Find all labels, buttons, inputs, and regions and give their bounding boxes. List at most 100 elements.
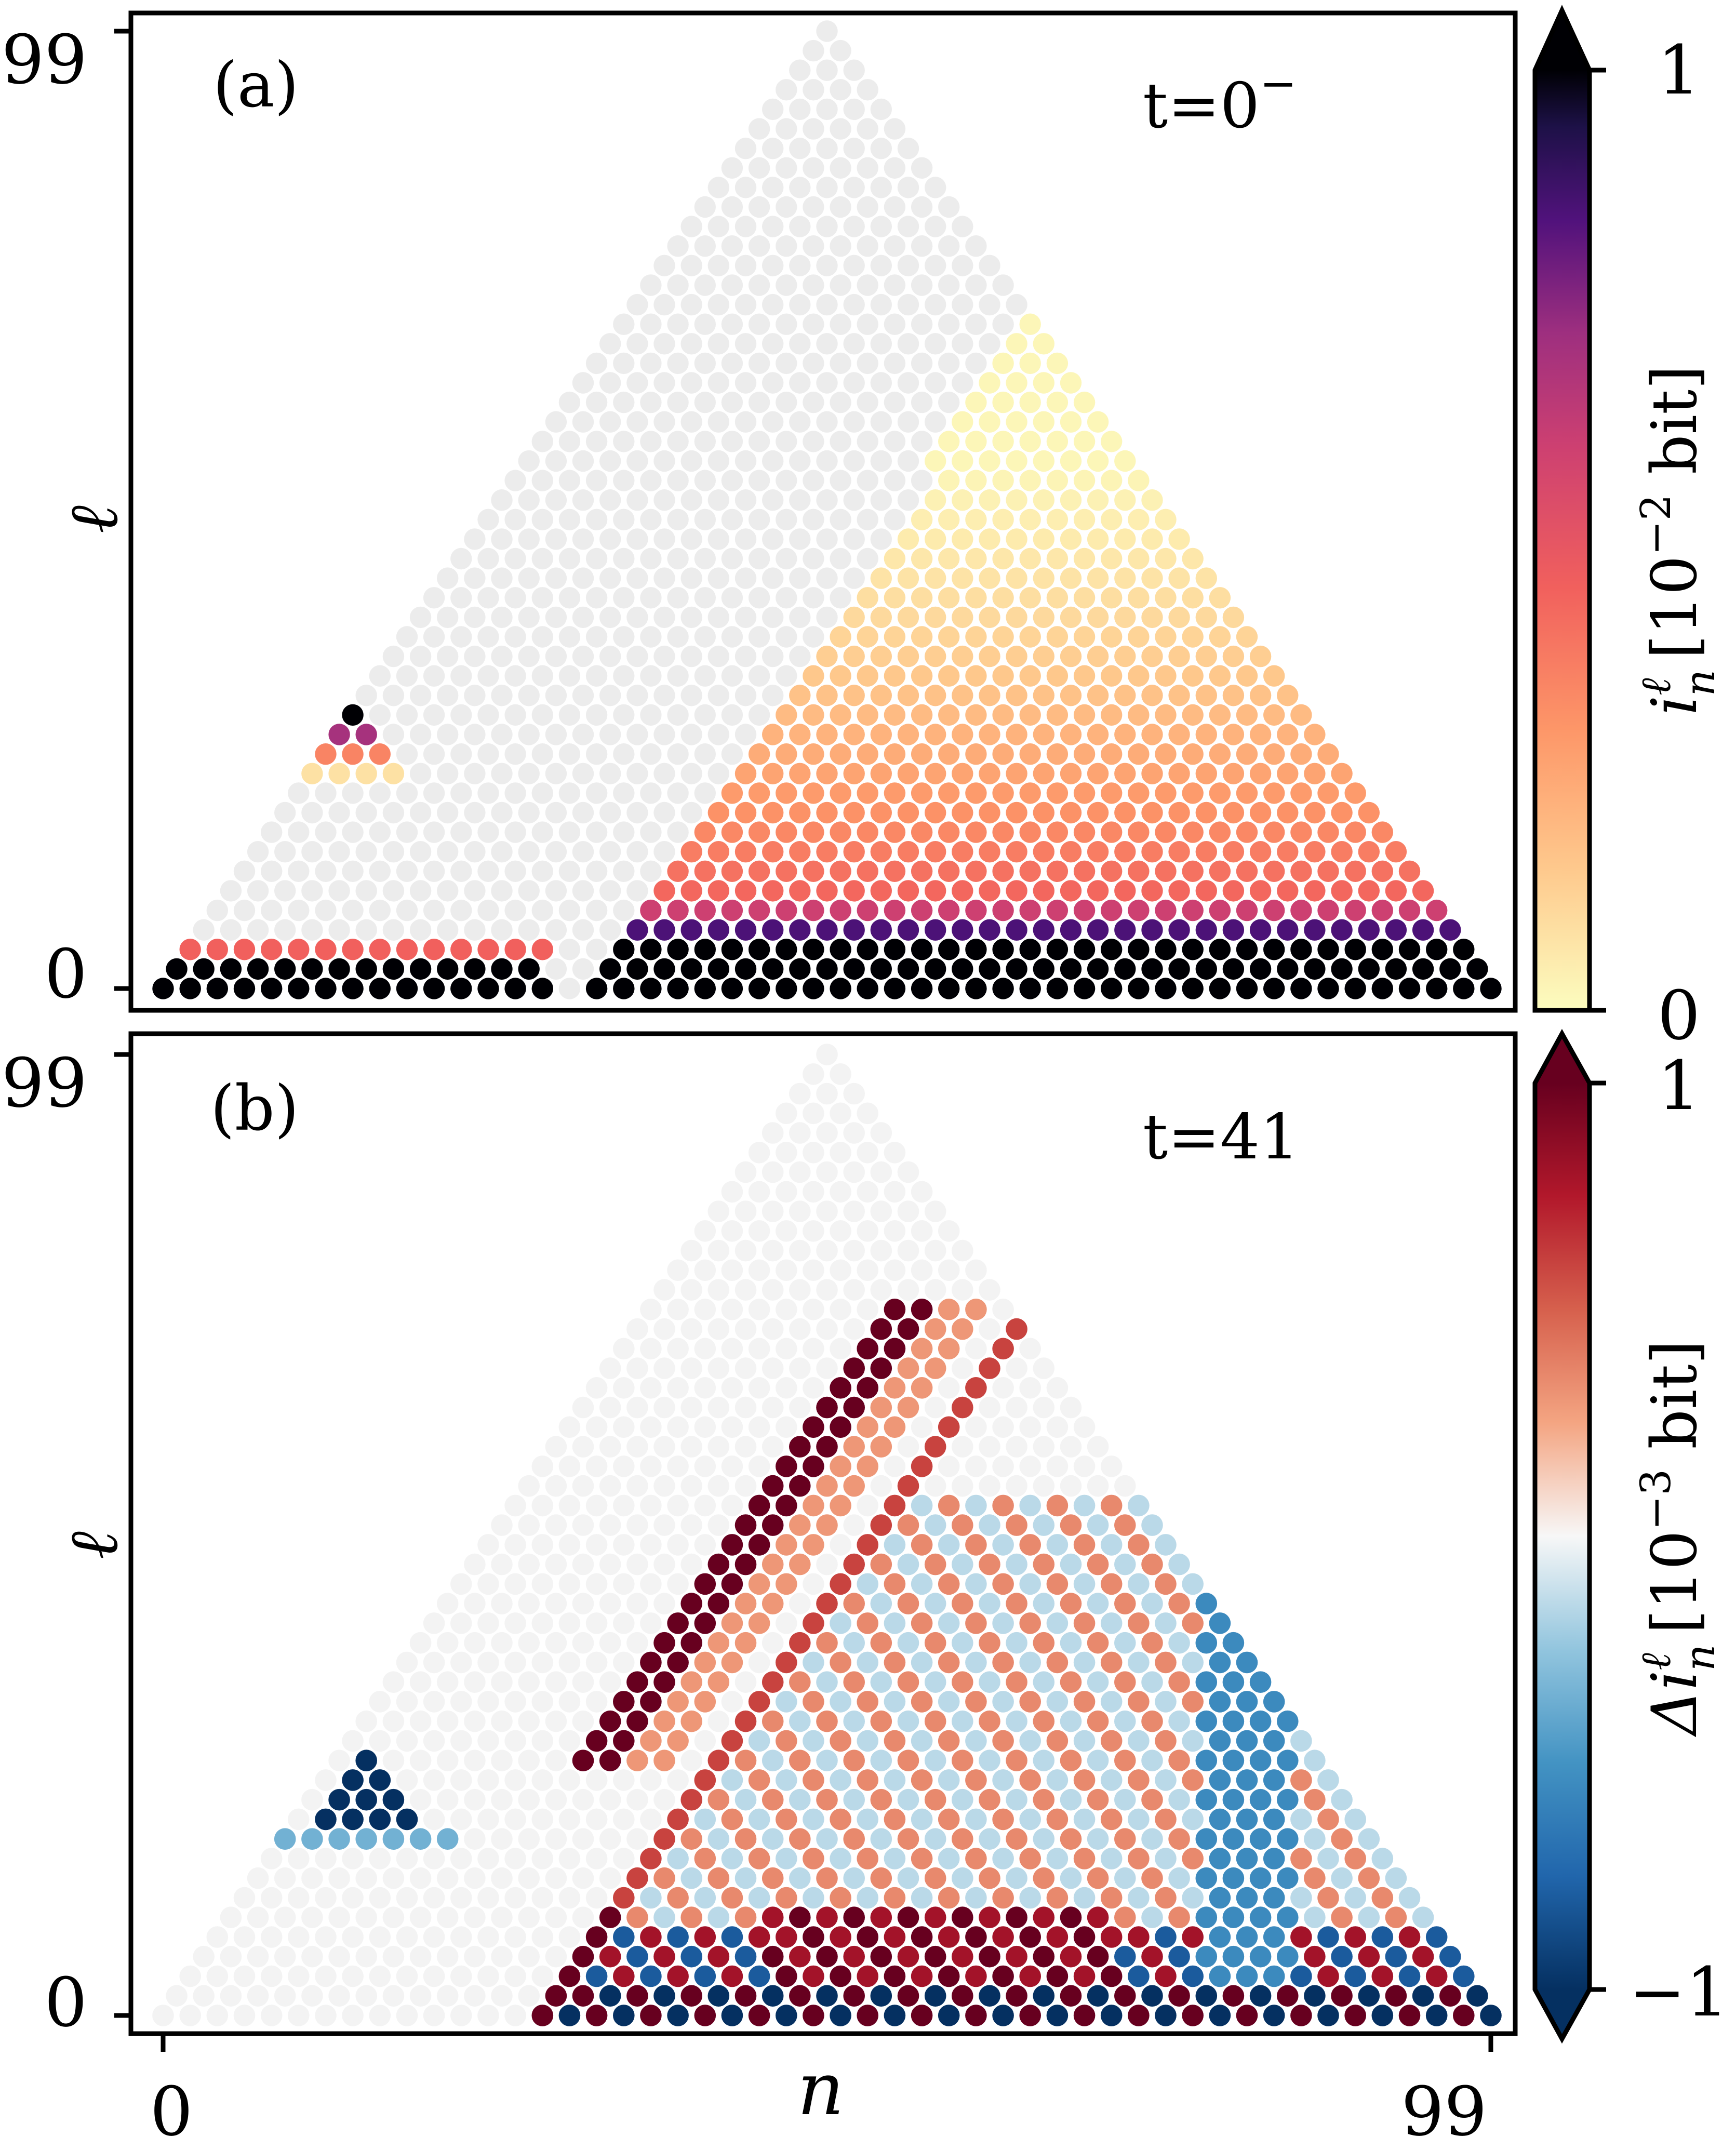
panel-a-cell [1060,645,1082,667]
panel-b-cell [626,1750,648,1771]
panel-a-cell [1222,685,1245,706]
panel-a-cell [247,841,269,863]
panel-b-cell [1439,1985,1461,2007]
panel-a-cell [437,567,459,589]
colorbar-b-gradient [1535,1083,1590,1989]
panel-a-cell [1060,802,1082,824]
panel-a-cell [531,782,553,804]
panel-a-cell [1398,860,1421,883]
panel-b-cell [924,1671,946,1693]
panel-a-cell [979,802,1000,824]
panel-a-cell [599,919,621,941]
panel-a-ytick-label-99: 99 [2,20,87,99]
panel-b-cell [1290,1887,1312,1909]
panel-a-cell [382,763,405,785]
panel-b-cell [1263,1926,1285,1948]
panel-b-cell [843,1083,865,1105]
panel-a-cell [897,763,919,785]
panel-b-cell [965,1848,987,1869]
panel-a-cell [369,939,391,960]
panel-a-cell [1046,704,1069,726]
panel-a-cell [613,509,635,530]
panel-b-cell [924,1867,946,1889]
panel-a-cell [599,763,621,785]
panel-a-cell [1277,685,1299,706]
panel-a-cell [830,704,851,726]
panel-b-cell [558,1926,581,1948]
panel-b-cell [1209,1887,1231,1909]
panel-a-cell [748,665,770,687]
panel-b-cell [1006,1357,1027,1379]
panel-b-cell [626,1985,648,2007]
panel-a-cell [1236,939,1258,960]
panel-a-cell [1182,860,1204,883]
panel-a-cell [789,255,811,276]
panel-b-cell [558,1965,581,1987]
panel-b-cell [545,1945,567,1968]
panel-a-cell [938,626,960,648]
panel-b-cell [1019,1534,1041,1556]
panel-b-cell [924,1514,946,1536]
panel-b-cell [1046,1612,1069,1634]
panel-a-cell [1290,899,1312,922]
panel-a-cell [1087,489,1109,511]
panel-b-cell [640,1534,662,1556]
panel-b-cell [1006,1750,1027,1771]
panel-a-cell [667,860,689,883]
panel-b-cell [911,2005,933,2026]
panel-a-cell [1371,899,1393,922]
panel-a-cell [952,216,973,237]
panel-b-cell [816,1396,838,1419]
panel-a-cell [1033,958,1055,980]
panel-a-cell [992,704,1014,726]
panel-a-cell [816,59,838,81]
panel-b-cell [193,1945,215,1968]
panel-a-cell [545,450,567,472]
panel-a-cell [1249,645,1272,667]
panel-b-cell [1046,1965,1069,1987]
panel-b-cell [1385,1985,1407,2007]
panel-b-cell [803,1181,824,1203]
panel-b-cell [816,1122,838,1144]
panel-b-cell [735,1161,757,1183]
panel-b-cell [315,1808,337,1831]
panel-b-cell [897,1396,919,1419]
panel-a-frame [128,10,1518,1013]
panel-b-cell [803,1063,824,1085]
panel-b-cell [667,1338,689,1360]
panel-a-cell [680,293,702,316]
panel-b-cell [924,1632,946,1654]
panel-b-cell [1128,1887,1150,1909]
panel-b-cell [789,1396,811,1419]
panel-a-cell [897,958,919,980]
panel-a-cell [911,509,933,530]
panel-b-cell [789,1122,811,1144]
panel-a-cell [1277,958,1299,980]
panel-a-cell [653,255,675,276]
panel-b-cell [545,1436,567,1458]
panel-b-frame [128,1031,1518,2036]
panel-b-cell [409,1710,432,1732]
panel-a-cell [1317,821,1339,843]
panel-b-cell [518,1632,540,1654]
panel-a-cell [1168,645,1190,667]
panel-a-cell [707,841,730,863]
panel-b-cell [179,1965,202,1987]
panel-b-cell [1019,1612,1041,1634]
panel-b-cell [992,1730,1014,1752]
panel-b-cell [1100,1965,1123,1987]
panel-b-cell [1141,1750,1163,1771]
panel-b-cell [1290,1730,1312,1752]
panel-a-cell [897,255,919,276]
panel-a-cell [735,411,757,433]
panel-a-cell [1209,978,1231,999]
panel-b-cell [748,1926,770,1948]
panel-a-cell [653,528,675,550]
panel-a-cell [518,450,540,472]
panel-a-cell [599,685,621,706]
panel-a-cell [992,313,1014,335]
panel-b-cell [857,1455,878,1477]
panel-a-cell [667,235,689,257]
panel-b-cell [924,1239,946,1262]
panel-a-cell [1141,802,1163,824]
